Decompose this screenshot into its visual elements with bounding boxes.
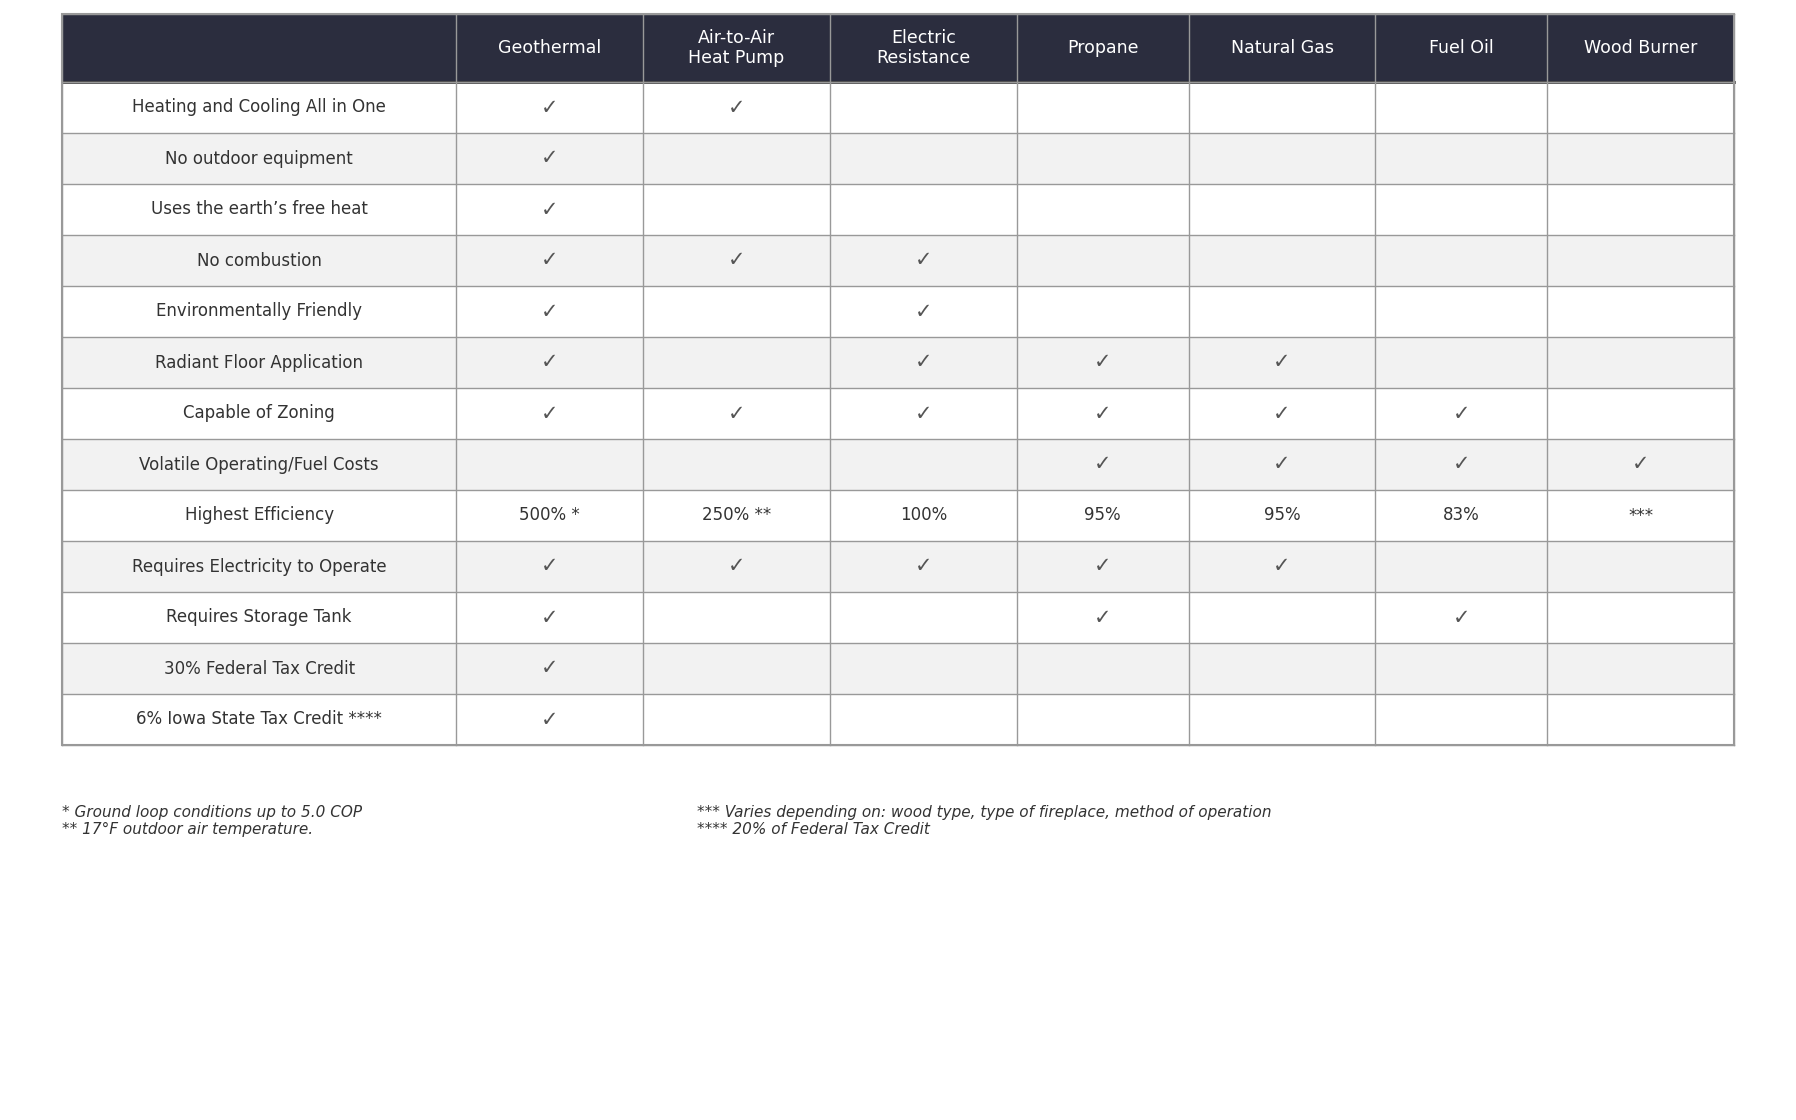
Text: 30% Federal Tax Credit: 30% Federal Tax Credit bbox=[163, 660, 354, 678]
Text: ✓: ✓ bbox=[541, 659, 559, 679]
Text: ✓: ✓ bbox=[727, 557, 745, 577]
Bar bbox=[63, 337, 1733, 388]
Text: ✓: ✓ bbox=[1633, 455, 1649, 475]
Bar bbox=[63, 286, 1733, 337]
Text: ✓: ✓ bbox=[541, 403, 559, 423]
Text: Volatile Operating/Fuel Costs: Volatile Operating/Fuel Costs bbox=[140, 456, 379, 474]
Text: ✓: ✓ bbox=[1453, 403, 1471, 423]
Bar bbox=[63, 694, 1733, 745]
Text: Wood Burner: Wood Burner bbox=[1584, 39, 1697, 57]
Bar bbox=[63, 15, 1733, 745]
Text: No combustion: No combustion bbox=[198, 252, 321, 270]
Text: ✓: ✓ bbox=[1094, 403, 1112, 423]
Bar bbox=[63, 592, 1733, 643]
Text: ✓: ✓ bbox=[727, 403, 745, 423]
Bar bbox=[63, 184, 1733, 235]
Text: ✓: ✓ bbox=[541, 149, 559, 168]
Text: ✓: ✓ bbox=[727, 97, 745, 118]
Text: ✓: ✓ bbox=[541, 557, 559, 577]
Text: ✓: ✓ bbox=[1273, 403, 1291, 423]
Bar bbox=[63, 388, 1733, 439]
Text: ***: *** bbox=[1627, 506, 1652, 524]
Text: ✓: ✓ bbox=[541, 607, 559, 627]
Text: ✓: ✓ bbox=[1453, 607, 1471, 627]
Text: ✓: ✓ bbox=[1094, 353, 1112, 373]
Text: Requires Electricity to Operate: Requires Electricity to Operate bbox=[131, 558, 386, 576]
Text: ✓: ✓ bbox=[541, 353, 559, 373]
Bar bbox=[63, 15, 1733, 82]
Text: ✓: ✓ bbox=[1273, 353, 1291, 373]
Text: ✓: ✓ bbox=[541, 301, 559, 321]
Bar bbox=[63, 82, 1733, 133]
Text: 83%: 83% bbox=[1442, 506, 1480, 524]
Text: 100%: 100% bbox=[900, 506, 946, 524]
Text: ✓: ✓ bbox=[727, 251, 745, 271]
Text: Electric
Resistance: Electric Resistance bbox=[876, 29, 970, 67]
Text: ✓: ✓ bbox=[1273, 455, 1291, 475]
Text: Heating and Cooling All in One: Heating and Cooling All in One bbox=[133, 99, 386, 116]
Text: Environmentally Friendly: Environmentally Friendly bbox=[156, 302, 363, 320]
Text: Propane: Propane bbox=[1067, 39, 1139, 57]
Text: 95%: 95% bbox=[1085, 506, 1121, 524]
Text: ✓: ✓ bbox=[1273, 557, 1291, 577]
Text: ✓: ✓ bbox=[914, 557, 932, 577]
Text: *** Varies depending on: wood type, type of fireplace, method of operation
**** : *** Varies depending on: wood type, type… bbox=[697, 805, 1272, 838]
Text: Radiant Floor Application: Radiant Floor Application bbox=[154, 354, 363, 372]
Bar bbox=[63, 491, 1733, 541]
Text: Uses the earth’s free heat: Uses the earth’s free heat bbox=[151, 200, 368, 218]
Bar bbox=[63, 235, 1733, 286]
Text: Geothermal: Geothermal bbox=[497, 39, 602, 57]
Text: ✓: ✓ bbox=[1094, 455, 1112, 475]
Bar bbox=[63, 133, 1733, 184]
Text: ✓: ✓ bbox=[1094, 607, 1112, 627]
Text: ✓: ✓ bbox=[914, 251, 932, 271]
Bar bbox=[63, 541, 1733, 592]
Text: Capable of Zoning: Capable of Zoning bbox=[183, 404, 336, 422]
Text: Fuel Oil: Fuel Oil bbox=[1430, 39, 1494, 57]
Text: Natural Gas: Natural Gas bbox=[1230, 39, 1333, 57]
Text: ✓: ✓ bbox=[541, 709, 559, 729]
Text: ✓: ✓ bbox=[541, 97, 559, 118]
Text: * Ground loop conditions up to 5.0 COP
** 17°F outdoor air temperature.: * Ground loop conditions up to 5.0 COP *… bbox=[63, 805, 363, 838]
Text: ✓: ✓ bbox=[1094, 557, 1112, 577]
Text: ✓: ✓ bbox=[914, 353, 932, 373]
Text: ✓: ✓ bbox=[541, 251, 559, 271]
Text: No outdoor equipment: No outdoor equipment bbox=[165, 149, 354, 168]
Text: Requires Storage Tank: Requires Storage Tank bbox=[167, 608, 352, 626]
Text: ✓: ✓ bbox=[914, 403, 932, 423]
Text: Highest Efficiency: Highest Efficiency bbox=[185, 506, 334, 524]
Text: ✓: ✓ bbox=[541, 199, 559, 220]
Text: 6% Iowa State Tax Credit ****: 6% Iowa State Tax Credit **** bbox=[136, 710, 383, 728]
Text: 95%: 95% bbox=[1264, 506, 1300, 524]
Text: ✓: ✓ bbox=[914, 301, 932, 321]
Text: 500% *: 500% * bbox=[519, 506, 580, 524]
Text: ✓: ✓ bbox=[1453, 455, 1471, 475]
Bar bbox=[63, 439, 1733, 491]
Text: Air-to-Air
Heat Pump: Air-to-Air Heat Pump bbox=[688, 29, 785, 67]
Text: 250% **: 250% ** bbox=[702, 506, 770, 524]
Bar bbox=[63, 643, 1733, 694]
